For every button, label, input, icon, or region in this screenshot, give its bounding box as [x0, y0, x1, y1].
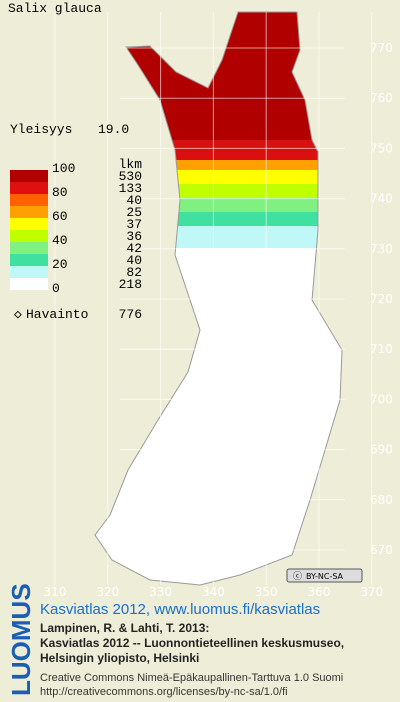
scale-label: 0	[52, 281, 60, 296]
northing-label: 710	[370, 342, 393, 356]
legend-swatch	[10, 170, 48, 182]
frequency-label: Yleisyys	[10, 122, 72, 137]
citation-line: Lampinen, R. & Lahti, T. 2013:	[40, 621, 209, 635]
class-count: 530	[119, 169, 142, 184]
species-title: Salix glauca	[8, 1, 102, 16]
class-count: 37	[126, 217, 142, 232]
cc-icon: ⓒ	[293, 571, 302, 582]
observation-marker: ◇	[14, 307, 22, 322]
class-count: 218	[119, 277, 142, 292]
class-count: 82	[126, 265, 142, 280]
legend-swatch	[10, 278, 48, 290]
class-count: 40	[126, 193, 142, 208]
citation-line: Kasviatlas 2012 -- Luonnontieteellinen k…	[40, 636, 344, 650]
legend-swatch	[10, 242, 48, 254]
northing-label: 720	[370, 292, 393, 306]
northing-label: 740	[370, 192, 393, 206]
scale-label: 20	[52, 257, 68, 272]
easting-label: 350	[255, 585, 278, 599]
northing-label: 700	[370, 392, 393, 406]
observation-label: Havainto	[26, 307, 88, 322]
scale-label: 60	[52, 209, 68, 224]
class-count: 42	[126, 241, 142, 256]
legend-swatch	[10, 206, 48, 218]
legend-swatch	[10, 218, 48, 230]
easting-label: 360	[308, 585, 331, 599]
license-badge	[286, 568, 363, 583]
northing-label: 730	[370, 242, 393, 256]
class-count: 133	[119, 181, 142, 196]
legend-swatch	[10, 254, 48, 266]
license-line: http://creativecommons.org/licenses/by-n…	[40, 686, 288, 698]
legend-swatch	[10, 230, 48, 242]
easting-label: 340	[202, 585, 225, 599]
northing-label: 680	[370, 493, 393, 507]
class-count: 36	[126, 229, 142, 244]
license-line: Creative Commons Nimeä-Epäkaupallinen-Ta…	[40, 672, 343, 684]
legend-swatch	[10, 194, 48, 206]
scale-label: 80	[52, 185, 68, 200]
logo: LUOMUS	[6, 583, 36, 696]
easting-label: 370	[360, 585, 383, 599]
class-count: 25	[126, 205, 142, 220]
license-badge-text: BY-NC-SA	[306, 572, 344, 581]
northing-label: 770	[370, 41, 393, 55]
class-count: 40	[126, 253, 142, 268]
scale-label: 40	[52, 233, 68, 248]
citation-line: Helsingin yliopisto, Helsinki	[40, 651, 199, 665]
easting-label: 320	[96, 585, 119, 599]
easting-label: 310	[44, 585, 67, 599]
legend-swatch	[10, 266, 48, 278]
legend-swatch	[10, 182, 48, 194]
northing-label: 750	[370, 141, 393, 155]
northing-label: 670	[370, 543, 393, 557]
credits-link: Kasviatlas 2012, www.luomus.fi/kasviatla…	[40, 601, 320, 618]
scale-label: 100	[52, 161, 75, 176]
observation-count: 776	[119, 307, 142, 322]
northing-label: 760	[370, 91, 393, 105]
northing-label: 690	[370, 443, 393, 457]
frequency-value: 19.0	[98, 122, 129, 137]
count-header: lkm	[119, 157, 143, 172]
easting-label: 330	[149, 585, 172, 599]
grid: 770 760 750 740 730 720 710 700 690 680 670 310 320 3…	[44, 12, 393, 599]
